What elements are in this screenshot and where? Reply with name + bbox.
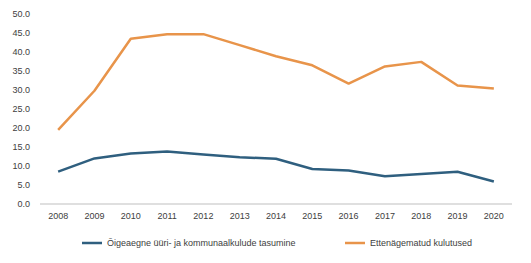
y-tick-label: 50.0: [12, 9, 30, 19]
x-tick-label: 2018: [411, 211, 431, 221]
y-tick: [38, 147, 40, 148]
x-tick-label: 2016: [339, 211, 359, 221]
y-tick-label: 20.0: [12, 123, 30, 133]
y-tick-label: 45.0: [12, 28, 30, 38]
legend-label: Õigeaegne üüri- ja kommunaalkulude tasum…: [107, 238, 296, 248]
chart: 0.0 5.0 10.0 15.0 20.0 25.0 30.0 35.0 40.0 45.0 50…: [0, 0, 531, 263]
y-tick-label: 25.0: [12, 104, 30, 114]
y-tick: [38, 14, 40, 15]
y-tick: [38, 109, 40, 110]
y-tick: [38, 33, 40, 34]
legend-swatch: [82, 242, 102, 245]
y-tick: [38, 204, 40, 205]
x-tick-label: 2011: [157, 211, 176, 221]
y-tick-label: 35.0: [12, 66, 30, 76]
legend-swatch: [345, 242, 365, 245]
y-tick: [38, 166, 40, 167]
legend-label: Ettenägematud kulutused: [370, 238, 472, 248]
plot-area: [58, 34, 494, 181]
y-tick-label: 30.0: [12, 85, 30, 95]
y-tick-label: 0.0: [17, 199, 30, 209]
y-tick-label: 15.0: [12, 142, 30, 152]
x-tick-label: 2010: [121, 211, 141, 221]
y-tick: [38, 90, 40, 91]
series-line: [58, 152, 494, 182]
x-tick-label: 2013: [230, 211, 250, 221]
x-tick-label: 2019: [448, 211, 468, 221]
y-tick: [38, 185, 40, 186]
x-tick-label: 2008: [48, 211, 68, 221]
y-tick-label: 5.0: [17, 180, 30, 190]
series-line: [58, 34, 494, 130]
x-tick-label: 2014: [266, 211, 286, 221]
x-axis: [40, 204, 512, 205]
y-tick: [38, 128, 40, 129]
x-tick-label: 2012: [193, 211, 213, 221]
y-tick-label: 40.0: [12, 47, 30, 57]
x-tick-label: 2017: [375, 211, 395, 221]
y-tick-label: 10.0: [12, 161, 30, 171]
x-tick-label: 2020: [484, 211, 504, 221]
x-tick-label: 2009: [84, 211, 104, 221]
y-tick: [38, 71, 40, 72]
y-tick: [38, 52, 40, 53]
x-tick-label: 2015: [302, 211, 322, 221]
